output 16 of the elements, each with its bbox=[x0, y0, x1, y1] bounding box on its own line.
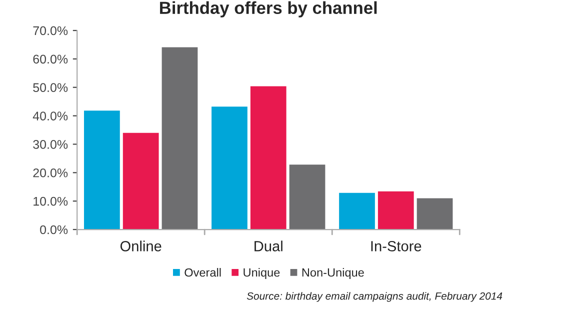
legend-label: Unique bbox=[244, 268, 280, 280]
y-tick-label: 40.0% bbox=[32, 112, 68, 120]
y-tick-label: 0.0% bbox=[40, 225, 68, 234]
y-tick-label: 20.0% bbox=[33, 168, 68, 178]
legend-label: Overall bbox=[184, 268, 221, 277]
y-tick-label: 30.0% bbox=[33, 140, 68, 149]
legend-label: Non-Unique bbox=[302, 268, 364, 280]
x-tick-label: Dual bbox=[254, 240, 282, 252]
source-note: Source: birthday email campaigns audit, February 2014 bbox=[246, 292, 502, 302]
y-tick-label: 10.0% bbox=[34, 196, 68, 206]
y-tick-label: 50.0% bbox=[33, 83, 68, 92]
y-tick-label: 70.0% bbox=[33, 26, 68, 36]
y-tick-label: 60.0% bbox=[33, 54, 68, 64]
chart-title: Birthday offers by channel bbox=[160, 1, 377, 18]
x-tick-label: Online bbox=[120, 240, 162, 252]
x-tick-label: In-Store bbox=[371, 241, 422, 252]
